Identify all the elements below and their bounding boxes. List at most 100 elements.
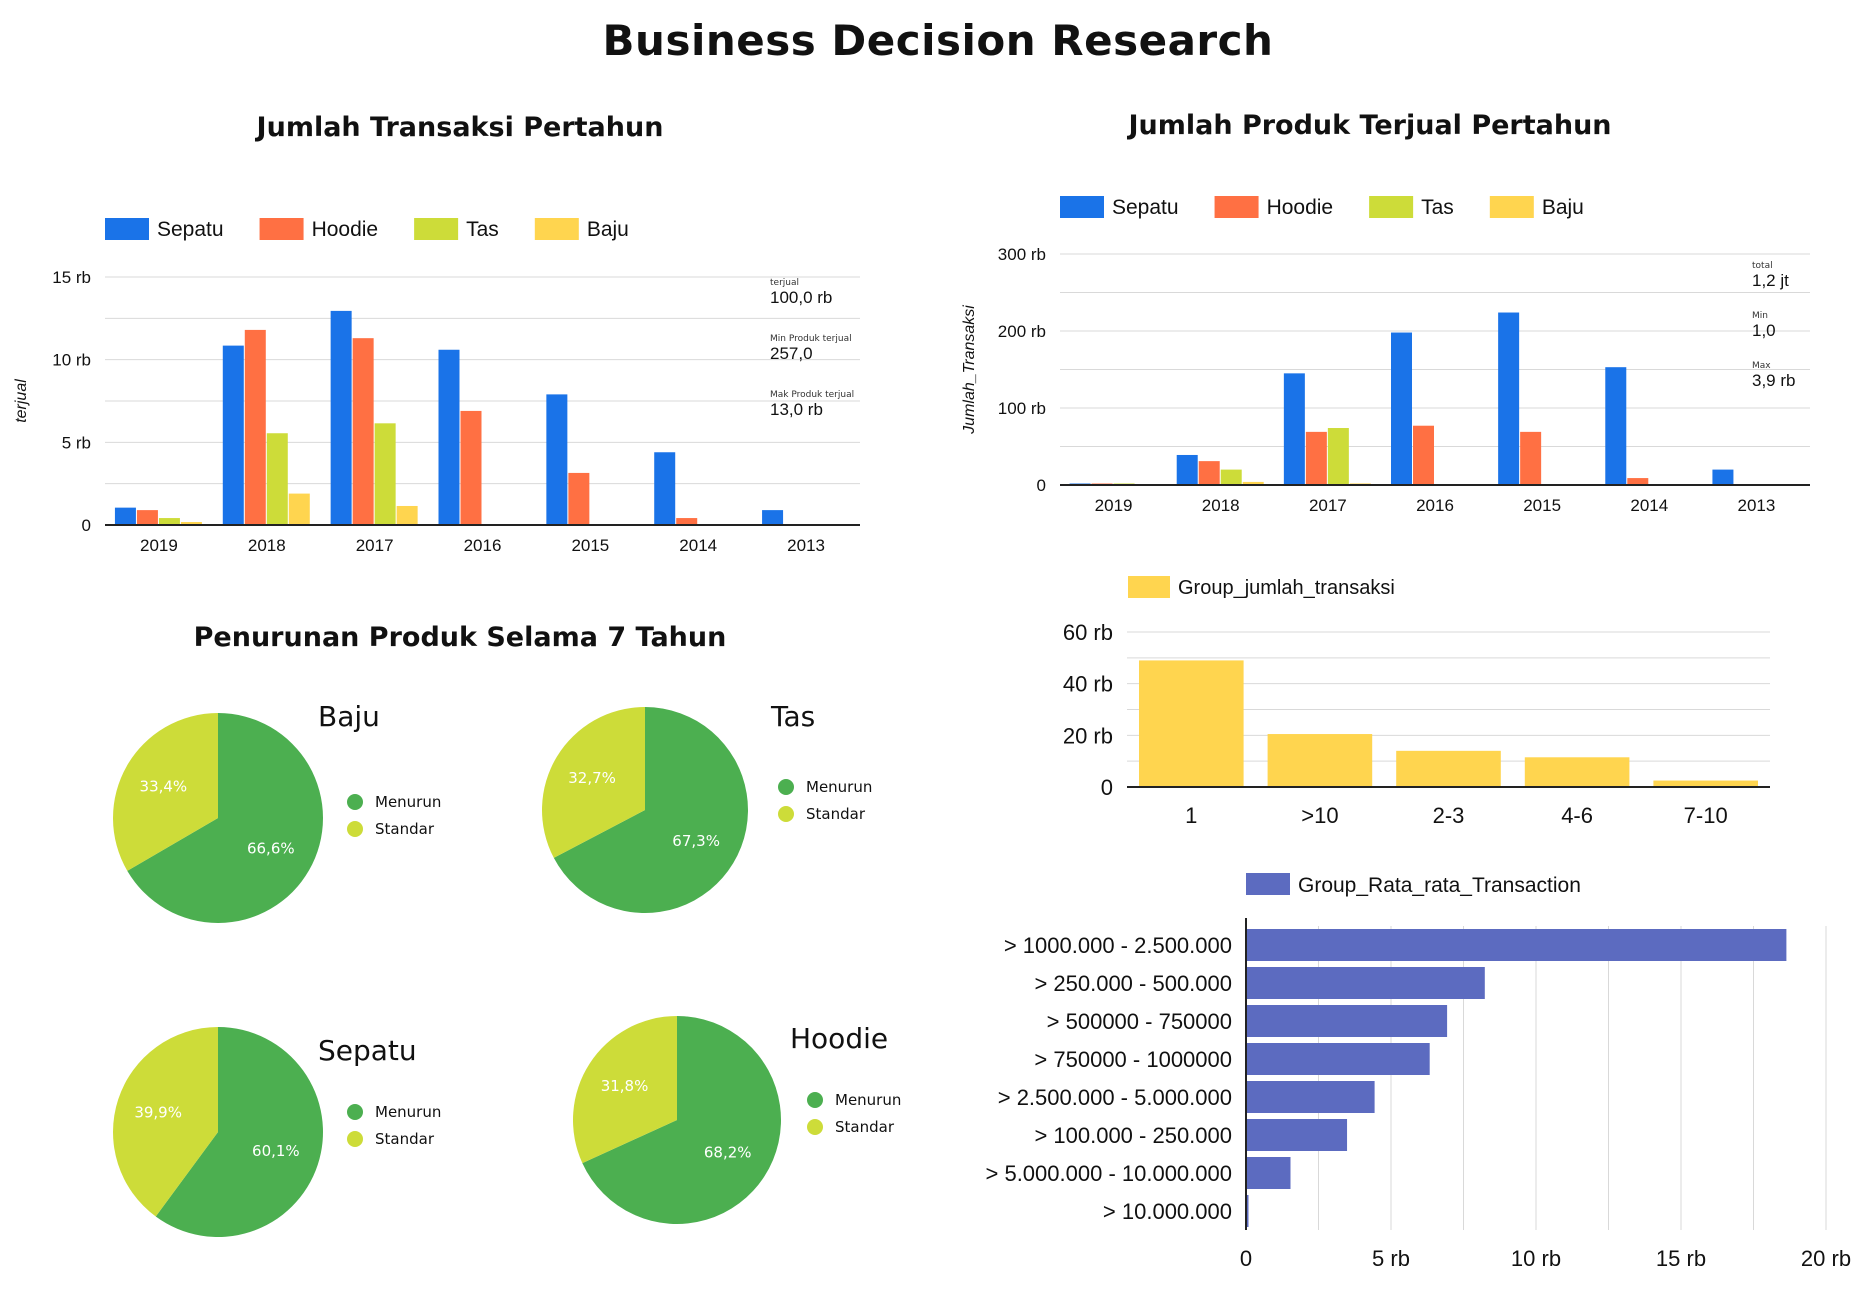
c4-xtick-label: 2-3 bbox=[1433, 803, 1465, 828]
c4-ytick-label: 0 bbox=[1101, 775, 1113, 800]
c5-bar bbox=[1247, 929, 1787, 961]
chart1-title: Jumlah Transaksi Pertahun bbox=[256, 112, 664, 143]
c1-ytick-label: 5 rb bbox=[62, 433, 91, 452]
c4-xtick-label: 1 bbox=[1185, 803, 1197, 828]
c1-stat-caption: Mak Produk terjual bbox=[770, 390, 854, 400]
c1-legend-swatch-2 bbox=[414, 218, 459, 240]
c1-bar-tas bbox=[266, 433, 288, 525]
pie-baju-title: Baju bbox=[318, 700, 380, 733]
c4-legend-swatch bbox=[1128, 576, 1170, 598]
group-jumlah-transaksi-chart: Group_jumlah_transaksi 0 20 rb 40 rb 60 rb 1 >… bbox=[1063, 576, 1770, 828]
pie-sepatu-legend-dot bbox=[347, 1104, 363, 1120]
chart2-title: Jumlah Produk Terjual Pertahun bbox=[1128, 110, 1612, 141]
pie-baju-legend-dot bbox=[347, 794, 363, 810]
pie-baju-legend-label: Menurun bbox=[375, 793, 441, 811]
c1-xtick-label: 2013 bbox=[787, 536, 825, 555]
c4-xtick-label: >10 bbox=[1301, 803, 1338, 828]
c2-ytick-label: 200 rb bbox=[998, 322, 1046, 341]
c5-category-label: > 5.000.000 - 10.000.000 bbox=[986, 1161, 1233, 1186]
c1-bar-hoodie bbox=[352, 338, 374, 525]
c5-xtick-label: 5 rb bbox=[1372, 1246, 1410, 1271]
c2-legend-label-0: Sepatu bbox=[1112, 196, 1179, 219]
c4-ytick-label: 20 rb bbox=[1063, 723, 1113, 748]
c2-y-axis-label: Jumlah_Transaksi bbox=[961, 305, 978, 435]
c2-xtick-label: 2019 bbox=[1095, 496, 1133, 515]
c1-bar-baju bbox=[180, 522, 202, 525]
c2-bar-sepatu bbox=[1605, 367, 1627, 485]
c1-legend-swatch-0 bbox=[105, 218, 149, 240]
c2-xtick-label: 2015 bbox=[1523, 496, 1561, 515]
c5-legend-label: Group_Rata_rata_Transaction bbox=[1298, 874, 1581, 897]
c5-category-label: > 100.000 - 250.000 bbox=[1034, 1123, 1232, 1148]
c4-bar bbox=[1653, 780, 1758, 787]
pie-sepatu-legend-label: Standar bbox=[375, 1130, 435, 1148]
pie-tas-legend-label: Menurun bbox=[806, 778, 872, 796]
pie-sepatu-label-menurun: 60,1% bbox=[252, 1142, 300, 1160]
c5-category-label: > 750000 - 1000000 bbox=[1034, 1047, 1232, 1072]
c2-ytick-label: 300 rb bbox=[998, 245, 1046, 264]
c1-bar-sepatu bbox=[546, 394, 568, 525]
c5-bar bbox=[1247, 1119, 1348, 1151]
c1-legend-label-0: Sepatu bbox=[157, 218, 224, 241]
c1-bar-hoodie bbox=[460, 410, 482, 525]
c1-bar-sepatu bbox=[114, 507, 136, 525]
c5-xtick-label: 15 rb bbox=[1656, 1246, 1706, 1271]
c4-ytick-label: 40 rb bbox=[1063, 672, 1113, 697]
pie-hoodie-legend-dot bbox=[807, 1119, 823, 1135]
c2-bar-hoodie bbox=[1198, 461, 1220, 485]
c5-category-label: > 2.500.000 - 5.000.000 bbox=[998, 1085, 1232, 1110]
c1-bar-hoodie bbox=[244, 329, 266, 525]
c1-xtick-label: 2014 bbox=[679, 536, 717, 555]
c1-bar-sepatu bbox=[654, 452, 676, 525]
c2-xtick-label: 2014 bbox=[1630, 496, 1668, 515]
c2-xtick-label: 2017 bbox=[1309, 496, 1347, 515]
c4-ytick-label: 60 rb bbox=[1063, 620, 1113, 645]
c2-legend-label-1: Hoodie bbox=[1267, 196, 1334, 219]
pie-baju-slice-menurun bbox=[127, 713, 323, 923]
c1-bar-baju bbox=[288, 493, 310, 525]
c2-bar-hoodie bbox=[1413, 425, 1434, 485]
pie-baju-label-standar: 33,4% bbox=[140, 778, 188, 796]
c1-legend-label-2: Tas bbox=[466, 218, 499, 241]
c2-bar-tas bbox=[1327, 428, 1349, 485]
c1-bar-sepatu bbox=[222, 345, 244, 525]
c4-bar bbox=[1139, 660, 1244, 787]
c1-stat-value: 257,0 bbox=[770, 344, 813, 363]
pie-hoodie-slice-menurun bbox=[582, 1016, 782, 1224]
c4-bar bbox=[1524, 757, 1630, 787]
c2-stat-value: 3,9 rb bbox=[1752, 371, 1795, 390]
c1-legend-label-3: Baju bbox=[587, 218, 629, 241]
c1-xtick-label: 2015 bbox=[571, 536, 609, 555]
c4-xtick-label: 7-10 bbox=[1684, 803, 1728, 828]
c2-bar-sepatu bbox=[1498, 312, 1520, 485]
c4-bar bbox=[1267, 734, 1373, 787]
c5-xtick-label: 10 rb bbox=[1511, 1246, 1561, 1271]
pie-sepatu-slice-standar bbox=[113, 1027, 218, 1217]
c1-bar-hoodie bbox=[676, 518, 698, 525]
c1-bar-tas bbox=[374, 423, 396, 525]
pie-sepatu-label-standar: 39,9% bbox=[134, 1103, 182, 1121]
transaksi-pertahun-chart: Sepatu Hoodie Tas Baju 0 5 rb 10 rb 15 rb terjua… bbox=[13, 218, 860, 555]
c2-bar-sepatu bbox=[1176, 454, 1198, 485]
c2-bar-sepatu bbox=[1391, 332, 1412, 485]
c1-legend-swatch-1 bbox=[259, 218, 304, 240]
pie-hoodie-slice-standar bbox=[573, 1016, 677, 1164]
c2-ytick-label: 100 rb bbox=[998, 399, 1046, 418]
pie-baju-label-menurun: 66,6% bbox=[247, 839, 295, 857]
penurunan-produk-pies: 66,6% 33,4% Baju Menurun Standar 67,3% 32,7% Ta… bbox=[113, 700, 901, 1237]
c2-ytick-label: 0 bbox=[1037, 476, 1046, 495]
c2-bar-hoodie bbox=[1627, 478, 1649, 485]
c1-bar-baju bbox=[396, 505, 418, 525]
pie-hoodie-legend-label: Menurun bbox=[835, 1091, 901, 1109]
pie-tas-slice-standar bbox=[541, 707, 645, 858]
c2-stat-value: 1,0 bbox=[1752, 321, 1776, 340]
c5-xtick-label: 0 bbox=[1240, 1246, 1252, 1271]
c2-legend-label-2: Tas bbox=[1421, 196, 1454, 219]
c2-xtick-label: 2016 bbox=[1416, 496, 1454, 515]
c2-bar-baju bbox=[1242, 481, 1264, 485]
c1-stat-caption: terjual bbox=[770, 278, 799, 288]
c1-stat-caption: Min Produk terjual bbox=[770, 334, 852, 344]
c5-bar bbox=[1247, 967, 1485, 999]
c1-legend-label-1: Hoodie bbox=[312, 218, 379, 241]
c2-legend-label-3: Baju bbox=[1542, 196, 1584, 219]
